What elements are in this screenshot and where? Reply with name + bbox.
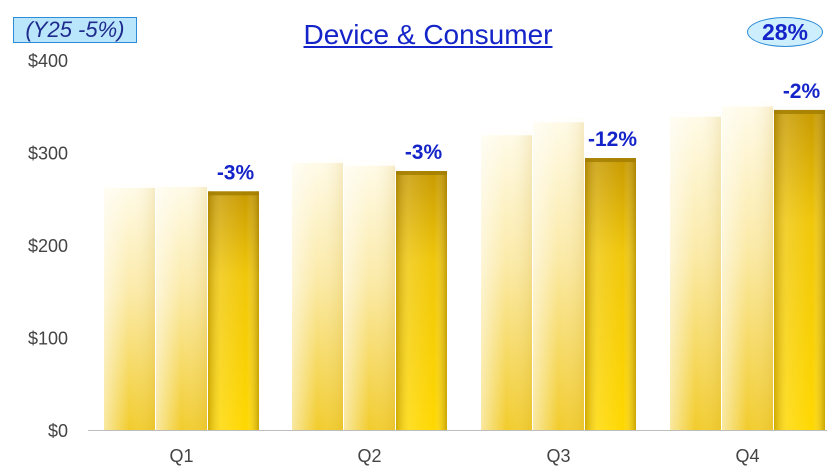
bar-top [208,191,259,196]
bar-shading [208,191,259,430]
bar-shading [156,183,207,430]
bar-highlight: -2% [774,80,825,430]
percent-badge: 28% [747,17,823,47]
bar-light-2 [722,102,773,431]
bar-shading [774,109,825,430]
x-tick-label: Q2 [357,446,381,466]
bar-top [585,158,636,163]
x-tick-label: Q4 [735,446,759,466]
bar-light-1 [481,131,532,430]
bar-shading [722,102,773,431]
bar-shading [292,158,343,430]
x-tick-label: Q3 [546,446,570,466]
bar-top [670,112,721,117]
bar-data-label: -12% [588,128,637,151]
bar-highlight: -3% [396,141,447,430]
bar-light-2 [533,118,584,431]
bar-shading [533,118,584,431]
x-tick-label: Q1 [169,446,193,466]
y-tick-label: $300 [28,144,68,164]
bar-light-1 [292,158,343,430]
bar-light-1 [104,183,155,430]
bar-top [292,158,343,163]
bar-top [774,109,825,114]
chart-title: Device & Consumer [303,19,553,50]
bar-light-1 [670,112,721,430]
bar-shading [104,183,155,430]
bar-data-label: -3% [217,161,255,184]
bar-data-label: -2% [783,80,821,103]
bar-top [722,102,773,107]
bar-shading [481,131,532,430]
y-tick-label: $100 [28,329,68,349]
bar-top [104,183,155,188]
tag-box: (Y25 -5%) [13,17,137,43]
bar-light-2 [344,161,395,430]
bar-top [396,171,447,175]
bar-top [481,131,532,136]
y-tick-label: $0 [48,421,68,441]
bar-shading [585,158,636,431]
y-tick-label: $200 [28,236,68,256]
bar-light-2 [156,183,207,430]
bar-top [156,183,207,188]
y-tick-label: $400 [28,51,68,71]
bar-top [344,161,395,166]
bar-highlight: -3% [208,161,259,430]
bar-top [533,118,584,123]
bar-highlight: -12% [585,128,637,431]
bar-shading [344,161,395,430]
bar-data-label: -3% [405,141,443,164]
bar-shading [670,112,721,430]
bar-shading [396,171,447,430]
